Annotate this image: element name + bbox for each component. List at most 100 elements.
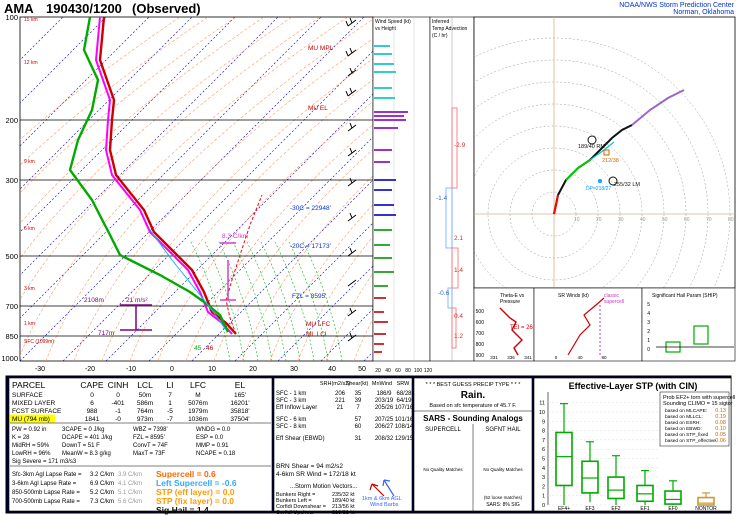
sounding-index: PW = 0.92 in (12, 427, 47, 433)
sars-sig-percent: SARS: 8% SIG (486, 502, 520, 508)
dry-adiabat (73, 38, 373, 361)
mu-lfc-label: MU LFC (306, 321, 331, 328)
sr-x-tick: 40 (577, 355, 583, 360)
sounding-index: 3CAPE = 0 J/kg (62, 427, 105, 433)
isotherm (105, 93, 373, 361)
sr-frame (533, 287, 643, 362)
dry-adiabat (101, 58, 373, 361)
height-label: 15 km (24, 17, 38, 23)
stp-category: EF1 (640, 506, 649, 512)
moist-adiabat (203, 239, 245, 361)
parcel-cell: 0 (90, 392, 94, 399)
dry-adiabat (213, 149, 373, 361)
pressure-label: 850 (5, 332, 18, 341)
wind-barb (345, 87, 357, 97)
mean-wind-marker (603, 149, 610, 156)
parcel-header: LI (166, 380, 173, 390)
wind-barb (347, 177, 357, 187)
stp-based-list: based on MLCAPE: 0.13 based on MLLCL: 0.19 b… (665, 408, 726, 444)
advection-value: -0.6 (438, 290, 450, 297)
stp-based-value: 0.10 (715, 426, 726, 432)
ship-y-tick: 1 (647, 338, 650, 344)
temperature-label: -20 (85, 366, 95, 373)
kinematics-cell: 107/16 (395, 405, 414, 411)
kinematics-cell: 203/19 (375, 398, 394, 404)
stp-y-tick: 5 (542, 457, 545, 463)
moist-adiabat (189, 239, 231, 361)
corfidi-label: DP=218/27 (586, 186, 611, 192)
temperature-label: 20 (249, 366, 257, 373)
sr-x-tick: 80 (601, 355, 607, 360)
stp-category: EF2 (611, 506, 620, 512)
composite-index: Sig Hail = 1.4 (156, 505, 209, 515)
wind-speed-panel: Wind Speed (kt) vs Height 20 40 60 80 100 120 (372, 16, 432, 374)
parcel-rows: SURFACE 0 0 50m 7 M 165' MIXED LAYER 6 -401 586m 1 5… (10, 392, 250, 423)
header: AMA 190430/1200 (Observed) NOAA/NWS Stor… (4, 1, 735, 16)
stp-box-plots (555, 403, 715, 506)
virtual-temp-trace (94, 17, 233, 335)
kinematics-cell: 7 (356, 405, 360, 411)
isotherm (20, 17, 365, 361)
accel-label: 21 m/s² (126, 297, 149, 304)
parcel-cell: MU (794 mb) (12, 416, 50, 423)
kinematics-table: SRH(m2/s2)Shear(kt) MnWind SRW SFC - 1 km 2… (273, 377, 414, 515)
temp-advection-panel: Inferred Temp Advection (C / hr) -2.9 -1… (429, 16, 475, 362)
stp-box (555, 431, 573, 487)
barb-legend-icon (369, 479, 395, 497)
kinematics-cell: 31 (355, 436, 362, 442)
kinematics-cell: 68/28 (396, 391, 412, 397)
sars-title: SARS - Sounding Analogs (423, 414, 523, 423)
parcel-header: PARCEL (12, 380, 46, 390)
kinematics-headers: SRH(m2/s2)Shear(kt) MnWind SRW (320, 381, 410, 387)
sounding-index: MaxT = 73F (133, 451, 165, 457)
lapse-value: 3.2 C/km (90, 472, 114, 478)
sig-severe: Sig Severe = 171 m3/s3 (12, 459, 77, 465)
stp-panel: Effective-Layer STP (with CIN) 111098765… (533, 377, 735, 512)
theta-x-tick: 331 (490, 355, 498, 360)
isotherm (20, 17, 150, 147)
ship-y-tick: 3 (647, 320, 650, 326)
advection-value: -2.9 (454, 142, 466, 149)
isotherm (20, 17, 279, 276)
ship-y-tick: 4 (647, 311, 650, 317)
stp-based-value: 0.05 (715, 432, 726, 438)
hodo-trace-0-1km (553, 194, 559, 215)
advection-bar (447, 287, 453, 309)
parcel-cell: 50m (139, 392, 152, 399)
wind-barbs (345, 17, 357, 342)
composite-index: STP (eff layer) = 0.0 (156, 487, 235, 497)
stp-x-labels: EF4+ EF3 EF2 EF1 EF0 NONTOR (558, 506, 717, 512)
sfc-temp-value: 46 (206, 345, 214, 352)
wind-speed-bars (374, 45, 408, 353)
parcel-header: LCL (137, 380, 153, 390)
sars-supercell-result: No Quality Matches (423, 467, 463, 472)
kinematics-rows: SFC - 1 km 206 35 186/9 68/28 SFC - 3 km 221 39… (276, 391, 414, 442)
valid-time: 190430/1200 (46, 1, 122, 16)
kinematics-cell: 64/19 (396, 398, 412, 404)
observed-flag: (Observed) (132, 1, 201, 16)
storm-motion-label: Corfidi Upshear = (276, 510, 319, 515)
bunkers-right-label: 189/40 RM (578, 144, 605, 150)
dry-adiabat (20, 17, 181, 140)
wind-tick: 40 (385, 368, 391, 374)
temperature-label: 40 (328, 366, 336, 373)
stp-category: EF0 (668, 506, 677, 512)
kinematics-cell: 207/25 (375, 417, 394, 423)
pressure-axis-labels: 100 200 300 500 700 850 1000 (1, 13, 18, 363)
hodo-ring-label: 80 (728, 217, 734, 223)
sounding-index: NCAPE = 0.18 (196, 451, 236, 457)
sr-x-tick: 0 (555, 355, 558, 360)
parcel-header: LFC (190, 380, 206, 390)
ship-panel: Significant Hail Param (SHIP) 5 4 3 2 1 0 (641, 287, 736, 362)
parcel-header: CAPE (80, 380, 103, 390)
dry-adiabat (185, 124, 373, 361)
dry-adiabat (129, 79, 373, 361)
mu-mpl-label: MU MPL (308, 45, 334, 52)
stp-prob-line2: Sounding CLIMO = 15 sigtor (663, 401, 733, 407)
sounding-index: ESP = 0.0 (196, 435, 224, 441)
stp-y-tick: 2 (542, 484, 545, 490)
kinematics-cell: 129/15 (395, 436, 414, 442)
hodo-ring-label: 50 (662, 217, 668, 223)
